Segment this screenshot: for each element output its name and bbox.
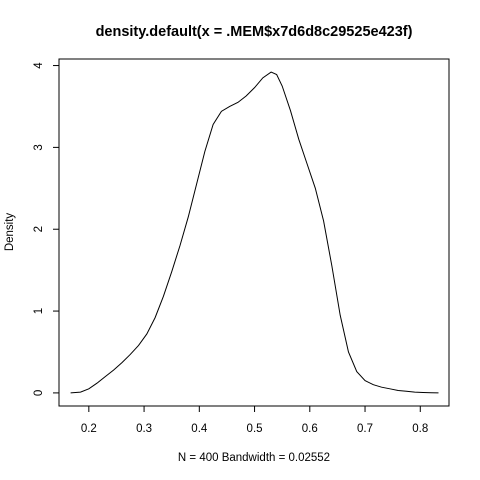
y-tick-label: 1	[33, 308, 45, 314]
x-tick-label: 0.8	[412, 423, 428, 435]
chart-title: density.default(x = .MEM$x7d6d8c29525e42…	[96, 24, 413, 40]
y-tick-label: 4	[33, 62, 45, 69]
x-tick-label: 0.5	[247, 423, 263, 435]
x-axis: 0.2 0.3 0.4 0.5 0.6 0.7 0.8	[81, 406, 428, 435]
y-axis-label: Density	[4, 213, 16, 252]
y-tick-label: 2	[33, 226, 45, 232]
plot-frame	[58, 58, 450, 407]
x-tick-label: 0.3	[136, 423, 152, 435]
y-tick-label: 3	[33, 144, 45, 150]
x-tick-label: 0.4	[191, 423, 208, 435]
plot-area	[58, 58, 450, 407]
y-axis: 0 1 2 3 4	[33, 62, 59, 396]
y-ticks: 0 1 2 3 4	[33, 62, 59, 396]
x-ticks: 0.2 0.3 0.4 0.5 0.6 0.7 0.8	[81, 406, 428, 435]
y-tick-label: 0	[33, 390, 45, 396]
x-tick-label: 0.2	[81, 423, 97, 435]
x-tick-label: 0.6	[302, 423, 318, 435]
x-axis-label: N = 400 Bandwidth = 0.02552	[178, 452, 330, 464]
density-curve	[70, 71, 439, 394]
x-tick-label: 0.7	[357, 423, 373, 435]
